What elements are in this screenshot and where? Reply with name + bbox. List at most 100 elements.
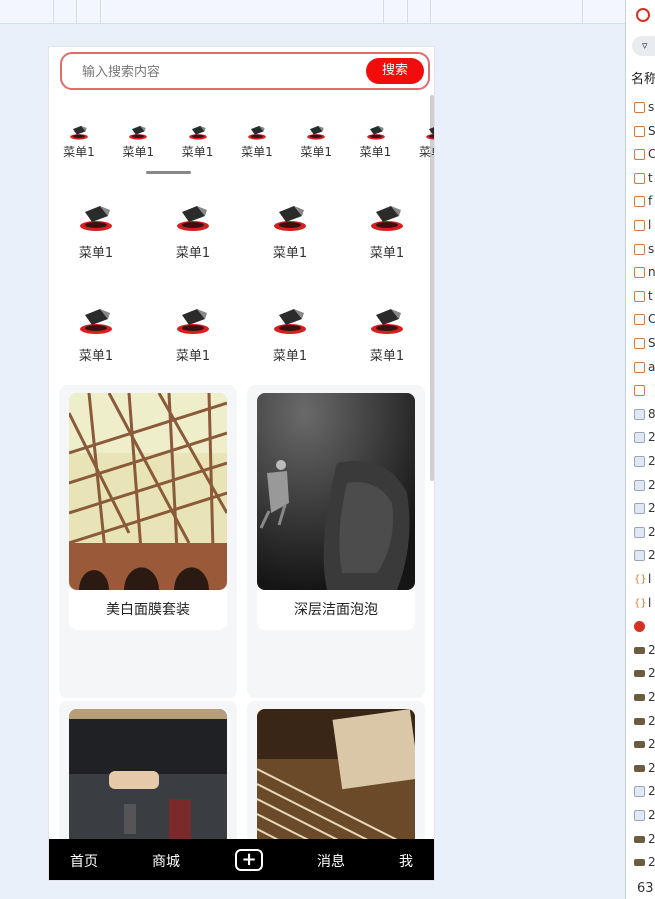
add-button[interactable]: +: [235, 849, 263, 871]
resource-type-icon: [634, 362, 645, 373]
menu-item-grid[interactable]: 菜单1: [255, 202, 325, 261]
request-row[interactable]: s: [634, 242, 655, 256]
request-row[interactable]: 2: [634, 690, 655, 704]
product-card[interactable]: 深层洁面泡泡: [247, 385, 425, 698]
request-name: 2: [648, 525, 655, 539]
request-row[interactable]: 2: [634, 501, 655, 515]
search-button[interactable]: 搜索: [366, 58, 424, 84]
nav-mall[interactable]: 商城: [152, 851, 180, 871]
menu-item-grid[interactable]: 菜单1: [352, 202, 422, 261]
request-row[interactable]: S: [634, 124, 655, 138]
request-row[interactable]: f: [634, 194, 655, 208]
menu-item-grid[interactable]: 菜单1: [61, 305, 131, 364]
request-row[interactable]: 2: [634, 855, 655, 869]
request-row[interactable]: 2: [634, 832, 655, 846]
stove-icon: [270, 202, 310, 236]
request-row[interactable]: 2: [634, 430, 655, 444]
menu-item-grid[interactable]: 菜单1: [158, 305, 228, 364]
nav-home[interactable]: 首页: [70, 851, 98, 871]
toolbar-divider: [430, 0, 431, 24]
column-header-name[interactable]: 名称: [631, 68, 655, 87]
resource-type-icon: [634, 765, 645, 772]
stove-icon: [365, 123, 387, 143]
request-row[interactable]: 2: [634, 454, 655, 468]
menu-item-grid[interactable]: 菜单1: [158, 202, 228, 261]
resource-type-icon: [634, 338, 645, 349]
product-card[interactable]: 美白面膜套装: [59, 385, 237, 698]
menu-label: 菜单1: [178, 143, 218, 160]
resource-type-icon: [634, 694, 645, 701]
request-row[interactable]: 2: [634, 784, 655, 798]
resource-type-icon: [634, 291, 645, 302]
menu-item-small[interactable]: 菜单1: [356, 117, 396, 160]
request-name: 2: [648, 784, 655, 798]
nav-messages[interactable]: 消息: [317, 851, 345, 871]
request-row[interactable]: a: [634, 360, 655, 374]
menu-item-grid[interactable]: 菜单1: [61, 202, 131, 261]
toolbar-divider: [53, 0, 54, 24]
request-name: f: [648, 194, 652, 208]
menu-label: 菜单1: [118, 143, 158, 160]
request-row[interactable]: 2: [634, 525, 655, 539]
plus-icon: +: [241, 849, 256, 870]
request-name: 2: [648, 808, 655, 822]
menu-item-small[interactable]: 菜单1: [59, 117, 99, 160]
request-name: 2: [648, 855, 655, 869]
request-name: a: [648, 360, 655, 374]
request-name: t: [648, 289, 653, 303]
request-row[interactable]: C: [634, 147, 655, 161]
request-name: 2: [648, 643, 655, 657]
resource-type-icon: [634, 409, 645, 420]
resource-type-icon: [634, 741, 645, 748]
request-row[interactable]: n: [634, 265, 655, 279]
request-name: 2: [648, 690, 655, 704]
menu-item-grid[interactable]: 菜单1: [352, 305, 422, 364]
resource-type-icon: [634, 527, 645, 538]
request-row[interactable]: 2: [634, 737, 655, 751]
request-row[interactable]: 2: [634, 478, 655, 492]
request-row[interactable]: 2: [634, 643, 655, 657]
menu-item-small[interactable]: 菜单1: [118, 117, 158, 160]
request-name: 8: [648, 407, 655, 421]
request-row[interactable]: [634, 383, 655, 397]
menu-label: 菜单1: [352, 242, 422, 261]
menu-label: 菜单1: [255, 242, 325, 261]
filter-icon[interactable]: ▿: [632, 36, 655, 56]
request-row[interactable]: t: [634, 289, 655, 303]
request-row[interactable]: 8: [634, 407, 655, 421]
request-row[interactable]: s: [634, 100, 655, 114]
nav-me[interactable]: 我: [399, 851, 413, 871]
request-row[interactable]: 2: [634, 808, 655, 822]
request-row[interactable]: l: [634, 218, 655, 232]
request-row[interactable]: 2: [634, 761, 655, 775]
stove-icon: [424, 123, 434, 143]
resource-type-icon: [634, 550, 645, 561]
menu-label: 菜单1: [356, 143, 396, 160]
search-input[interactable]: [82, 62, 352, 82]
request-row[interactable]: 2: [634, 666, 655, 680]
request-name: 2: [648, 761, 655, 775]
search-bar: 搜索: [60, 52, 430, 90]
request-row[interactable]: 2: [634, 714, 655, 728]
request-row[interactable]: [634, 619, 655, 633]
request-row[interactable]: {}l: [634, 596, 655, 610]
menu-item-small[interactable]: 菜单1: [178, 117, 218, 160]
menu-item-small[interactable]: 菜单1: [415, 117, 434, 160]
request-row[interactable]: {}l: [634, 572, 655, 586]
stove-icon: [173, 202, 213, 236]
request-row[interactable]: S: [634, 336, 655, 350]
request-name: 2: [648, 737, 655, 751]
menu-label: 菜单1: [415, 143, 434, 160]
request-row[interactable]: 2: [634, 548, 655, 562]
horizontal-menu[interactable]: 菜单1 菜单1 菜单1 菜单1 菜单1 菜单1 菜单1: [49, 117, 434, 165]
product-title: 深层洁面泡泡: [257, 590, 415, 630]
request-name: t: [648, 171, 653, 185]
menu-item-grid[interactable]: 菜单1: [255, 305, 325, 364]
request-name: 2: [648, 666, 655, 680]
record-stop-icon[interactable]: [636, 8, 650, 22]
request-row[interactable]: C: [634, 312, 655, 326]
request-row[interactable]: t: [634, 171, 655, 185]
menu-item-small[interactable]: 菜单1: [237, 117, 277, 160]
menu-item-small[interactable]: 菜单1: [296, 117, 336, 160]
